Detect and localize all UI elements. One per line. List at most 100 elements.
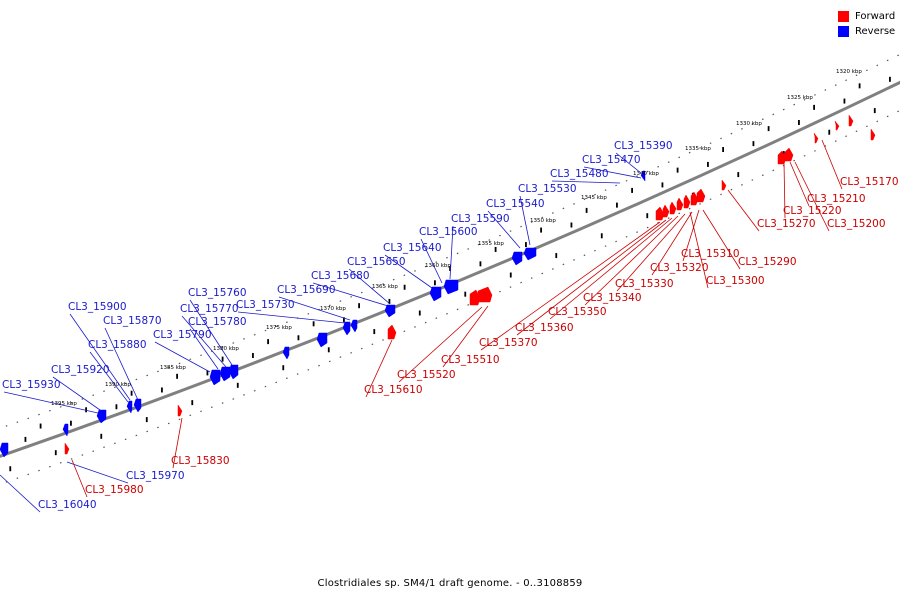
leader-line [549,217,673,320]
track-tick [9,466,12,472]
track-tick [600,233,603,239]
reverse-swatch [838,26,849,37]
gene-arrows [0,114,876,458]
leader-line [551,180,621,184]
legend-reverse-label: Reverse [855,26,896,37]
label-leader-lines [0,139,843,513]
track-tick [479,261,482,267]
track-tick [236,382,239,388]
leader-line [516,219,667,336]
gene-label: CL3_15690 [277,284,336,296]
track-tick [737,172,740,178]
tick-label: 1330 kbp [736,121,762,127]
track-tick [631,187,633,193]
leader-line [181,315,227,368]
track-tick [252,352,254,358]
gene-label: CL3_15650 [347,256,406,268]
forward-gene-arrow [696,188,706,203]
track-tick [267,339,269,345]
gene-label: CL3_15600 [419,226,478,238]
track-tick [343,317,345,323]
leader-line [794,161,830,232]
tick-label: 1390 kbp [105,382,131,388]
leader-line [615,152,642,174]
leader-line [89,351,129,403]
leader-line [682,209,700,262]
forward-gene-arrow [813,132,819,144]
forward-gene-arrow [477,286,493,303]
strand-legend: Forward Reverse [838,9,895,39]
gene-label: CL3_16040 [38,499,97,511]
track-tick [525,242,527,248]
forward-gene-arrow [784,147,794,162]
track-tick [161,387,163,393]
gene-label: CL3_15170 [840,176,899,188]
reverse-gene-arrow [133,398,142,413]
tick-label: 1360 kbp [425,263,451,269]
reverse-gene-arrow [350,319,358,333]
leader-line [278,296,351,321]
track-tick [509,272,512,278]
leader-line [365,339,393,398]
reverse-gene-arrow [219,366,231,382]
track-dotted-lines [0,53,900,485]
tick-label: 1355 kbp [478,241,504,247]
forward-gene-arrow [683,194,691,209]
reverse-gene-arrow [228,364,239,380]
gene-label: CL3_15390 [614,140,673,152]
leader-line [689,211,709,289]
reverse-gene-arrow [640,170,646,182]
leader-line [821,139,843,190]
tick-label: 1325 kbp [787,95,813,101]
gene-label: CL3_15530 [518,183,577,195]
tick-label: 1395 kbp [51,401,77,407]
tick-label: 1370 kbp [320,306,346,312]
gene-label: CL3_15310 [681,248,740,260]
reverse-gene-arrow [429,286,442,302]
tick-label: 1345 kbp [581,195,607,201]
gene-label: CL3_15220 [783,205,842,217]
track-tick [828,129,831,135]
track-tick [297,335,300,341]
track-tick [100,433,103,439]
gene-label: CL3_15330 [615,278,674,290]
track-tick [191,400,194,406]
legend-forward-label: Forward [855,11,896,22]
reverse-gene-arrow [282,346,290,360]
track-tick [115,404,118,410]
forward-gene-arrow [690,191,699,206]
tick-label: 1335 kbp [685,146,711,152]
leader-line [702,209,741,270]
track-tick [373,329,376,335]
leader-line [789,161,810,207]
kbp-tick-labels: 1320 kbp 1325 kbp 1330 kbp 1335 kbp 1340 kbp… [51,69,862,407]
track-tick [282,365,285,371]
gene-label: CL3_15510 [441,354,500,366]
leader-line [71,459,88,498]
track-tick [585,207,588,213]
track-tick [646,213,649,219]
gene-label: CL3_15210 [807,193,866,205]
track-tick [570,222,573,228]
track-tick [327,347,330,353]
reverse-gene-arrow [342,321,351,336]
tick-label: 1340 kbp [633,171,659,177]
tick-label: 1375 kbp [266,325,292,331]
track-tick [176,373,178,379]
gene-label: CL3_15680 [311,270,370,282]
track-tick [873,108,876,114]
track-tick [388,298,391,304]
dotted-track-bot [0,109,900,485]
gene-label: CL3_15370 [479,337,538,349]
reverse-gene-arrow [523,247,537,261]
gene-label: CL3_15780 [188,316,247,328]
legend-reverse: Reverse [838,24,895,39]
track-tick [752,141,755,147]
forward-gene-arrow [662,204,670,218]
leader-line [237,311,346,324]
track-tick [889,76,891,82]
leader-line [154,341,211,373]
forward-gene-arrow [676,197,684,211]
leader-line [384,254,433,289]
gene-label: CL3_15360 [515,322,574,334]
